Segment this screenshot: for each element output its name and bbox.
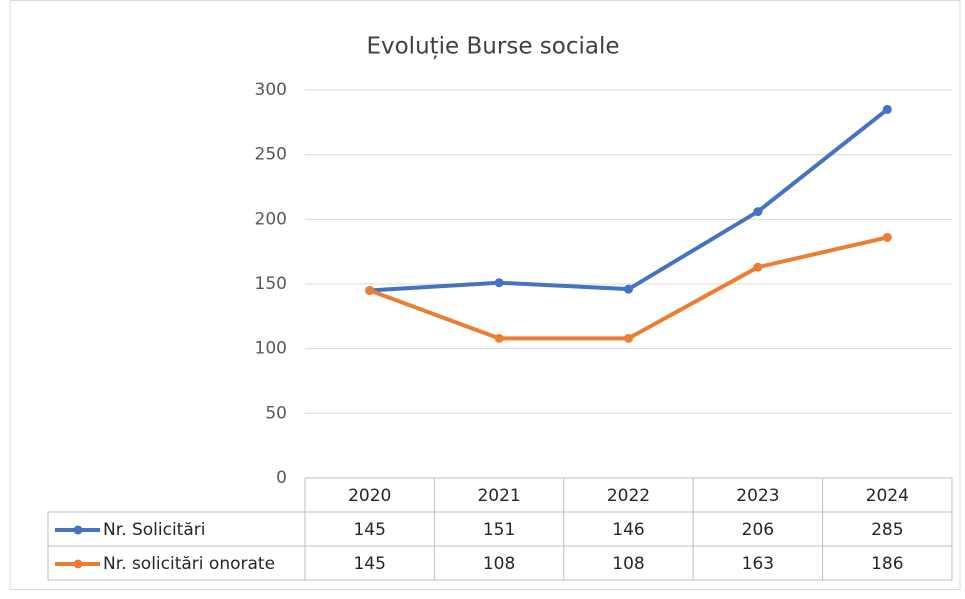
- data-point: [753, 262, 763, 272]
- data-point: [624, 333, 633, 343]
- y-tick-label: 150: [255, 274, 287, 294]
- data-point: [882, 104, 892, 114]
- chart-frame: [9, 0, 961, 590]
- x-tick-label: 2020: [348, 486, 391, 506]
- table-value: 186: [871, 554, 903, 574]
- y-tick-label: 0: [276, 468, 287, 488]
- legend-label: Nr. solicitări onorate: [103, 554, 275, 574]
- chart-title: Evoluție Burse sociale: [366, 34, 619, 60]
- y-tick-label: 250: [255, 145, 287, 165]
- table-value: 108: [612, 554, 644, 574]
- data-point: [882, 232, 892, 242]
- legend-label: Nr. Solicitări: [103, 520, 205, 540]
- table-value: 285: [871, 520, 903, 540]
- data-point: [494, 333, 504, 343]
- legend-key-marker: [73, 525, 83, 535]
- legend-key-marker: [73, 559, 83, 569]
- table-value: 151: [483, 520, 515, 540]
- table-value: 206: [742, 520, 774, 540]
- table-value: 163: [742, 554, 774, 574]
- data-point: [624, 284, 633, 294]
- x-tick-label: 2023: [736, 486, 779, 506]
- data-point: [365, 285, 375, 295]
- x-tick-label: 2021: [477, 486, 520, 506]
- y-tick-label: 50: [265, 403, 287, 423]
- y-tick-label: 300: [255, 80, 287, 100]
- table-value: 145: [353, 520, 385, 540]
- data-point: [494, 278, 504, 288]
- x-tick-label: 2022: [607, 486, 650, 506]
- x-tick-label: 2024: [866, 486, 909, 506]
- data-point: [753, 207, 763, 217]
- y-tick-label: 200: [255, 209, 287, 229]
- table-value: 145: [353, 554, 385, 574]
- table-value: 146: [612, 520, 644, 540]
- y-tick-label: 100: [255, 339, 287, 359]
- table-value: 108: [483, 554, 515, 574]
